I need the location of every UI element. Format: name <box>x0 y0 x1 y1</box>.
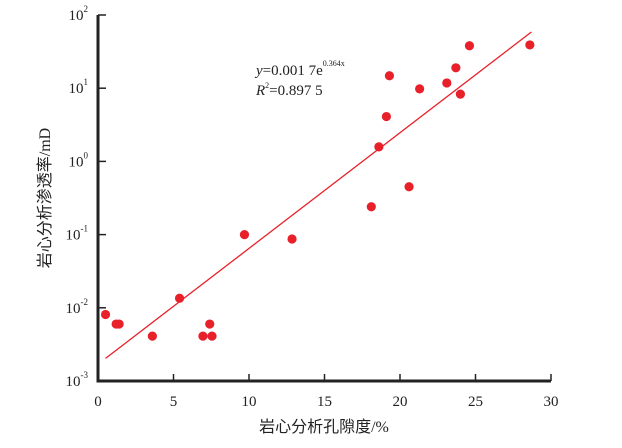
data-point <box>455 89 465 99</box>
x-tick-label: 10 <box>242 394 257 410</box>
y-tick-label: 10-3 <box>66 370 89 390</box>
data-point <box>384 71 395 81</box>
data-point <box>287 234 297 244</box>
fit-equation: y=0.001 7e0.364x <box>254 59 345 79</box>
points-group <box>100 40 535 341</box>
data-point <box>147 331 157 341</box>
data-point <box>198 331 208 341</box>
x-tick-label: 15 <box>317 394 332 410</box>
y-tick-label: 102 <box>69 4 89 24</box>
data-point <box>174 293 185 303</box>
x-tick-label: 30 <box>544 394 559 410</box>
fit-line <box>105 31 532 359</box>
x-tick-label: 0 <box>94 394 102 410</box>
data-point <box>464 41 475 51</box>
data-point <box>100 309 111 320</box>
x-tick-label: 25 <box>468 394 483 410</box>
x-axis-label: 岩心分析孔隙度/% <box>259 418 389 436</box>
x-tick-label: 5 <box>170 394 178 410</box>
y-tick-label: 10-2 <box>66 297 89 317</box>
data-point <box>239 230 250 240</box>
data-point <box>207 331 217 341</box>
y-tick-label: 10-1 <box>66 224 89 244</box>
data-point <box>525 40 535 50</box>
y-tick-label: 101 <box>69 77 89 97</box>
y-axis-label: 岩心分析渗透率/mD <box>36 128 54 268</box>
data-point <box>374 142 384 152</box>
data-point <box>205 319 215 329</box>
data-point <box>404 182 414 192</box>
data-point <box>451 63 461 73</box>
data-point <box>114 319 124 329</box>
r-squared: R2=0.897 5 <box>255 81 323 99</box>
fit-line-group <box>105 31 532 359</box>
x-tick-label: 20 <box>393 394 408 410</box>
y-tick-label: 100 <box>69 150 89 170</box>
data-point <box>415 84 425 94</box>
data-point <box>366 202 376 212</box>
data-point <box>381 111 392 122</box>
data-point <box>442 78 452 88</box>
axes: 0 5 10 15 20 25 30 10-3 10-2 10-1 100 101 102 <box>66 4 559 410</box>
